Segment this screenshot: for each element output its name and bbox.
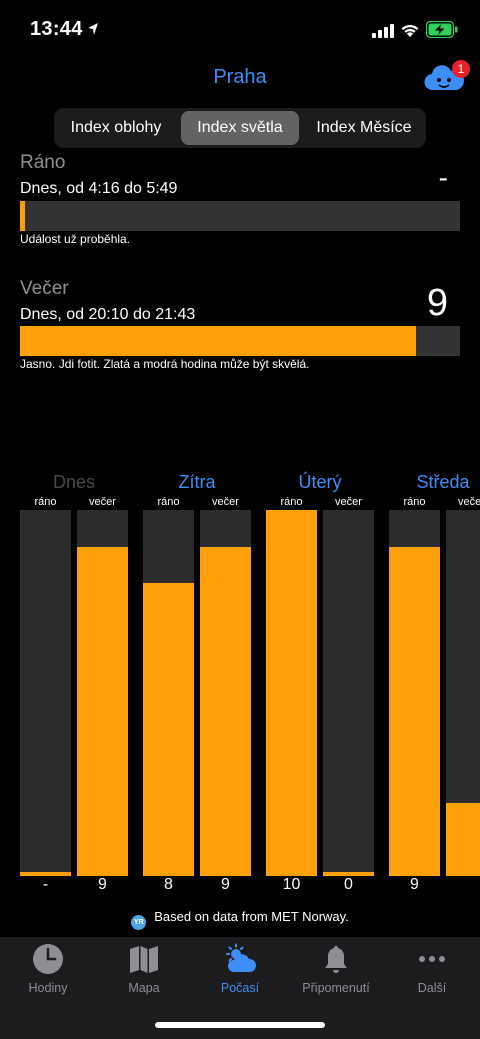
morning-time: Dnes, od 4:16 do 5:49 <box>20 180 178 197</box>
forecast-day-label: Středa <box>416 472 470 492</box>
forecast-bar[interactable] <box>143 510 194 876</box>
tab-index-mesice[interactable]: Index Měsíce <box>316 119 412 136</box>
data-source[interactable]: YR Based on data from MET Norway. <box>0 909 480 930</box>
tab-pripomenuti-label: Připomenutí <box>302 981 370 995</box>
evening-progress-fill <box>20 326 416 356</box>
city-title[interactable]: Praha <box>213 66 267 88</box>
evening-event: Večer Dnes, od 20:10 do 21:43 9 Jasno. J… <box>20 278 460 378</box>
forecast-value: 9 <box>98 876 107 893</box>
morning-value: - <box>438 162 448 193</box>
forecast-value: 0 <box>344 876 353 893</box>
forecast-value: 8 <box>164 876 173 893</box>
bell-icon <box>325 946 347 973</box>
forecast-period-label: ráno <box>34 496 57 508</box>
tab-hodiny[interactable]: Hodiny <box>0 937 96 1007</box>
forecast-value: 9 <box>221 876 230 893</box>
evening-value: 9 <box>426 282 448 324</box>
tab-index-svetla[interactable]: Index světla <box>181 111 299 145</box>
forecast-value: - <box>42 876 49 893</box>
weather-icon <box>226 943 256 972</box>
morning-title: Ráno <box>20 152 66 173</box>
location-arrow-icon <box>88 23 98 35</box>
forecast-bar-fill <box>200 547 251 876</box>
forecast-period-label: večer <box>89 496 116 508</box>
morning-event: Ráno Dnes, od 4:16 do 5:49 - Událost už … <box>20 152 460 252</box>
tab-pripomenuti[interactable]: Připomenutí <box>288 937 384 1007</box>
evening-progress-bar <box>20 326 460 356</box>
clock-icon <box>33 944 63 974</box>
map-icon <box>130 946 158 973</box>
tab-dalsi[interactable]: Další <box>384 937 480 1007</box>
evening-note: Jasno. Jdi fotit. Zlatá a modrá hodina m… <box>20 357 310 371</box>
forecast-bar[interactable] <box>200 510 251 876</box>
evening-title: Večer <box>20 278 69 299</box>
home-indicator <box>155 1022 325 1028</box>
forecast-bar[interactable] <box>323 510 374 876</box>
index-segmented-control: Index oblohy Index světla Index Měsíce <box>54 108 426 148</box>
yr-logo-icon: YR <box>131 915 147 930</box>
tab-index-oblohy[interactable]: Index oblohy <box>70 119 162 136</box>
forecast-day-label: Zítra <box>178 472 216 492</box>
tab-mapa[interactable]: Mapa <box>96 937 192 1007</box>
tab-pocasi[interactable]: Počasí <box>192 937 288 1007</box>
forecast-value: 9 <box>410 876 419 893</box>
forecast-day-label: Úterý <box>298 472 342 492</box>
tab-mapa-label: Mapa <box>128 981 160 995</box>
evening-time: Dnes, od 20:10 do 21:43 <box>20 306 196 323</box>
notification-badge: 1 <box>452 60 470 78</box>
status-bar: 13:44 <box>0 0 480 58</box>
forecast-bar[interactable] <box>20 510 71 876</box>
forecast-period-label: ráno <box>403 496 426 508</box>
wifi-icon <box>401 24 419 37</box>
forecast-bar-fill <box>389 547 440 876</box>
more-icon <box>419 956 445 962</box>
tab-pocasi-label: Počasí <box>220 981 260 995</box>
forecast-period-label: ráno <box>157 496 180 508</box>
forecast-bar-fill <box>20 872 71 876</box>
forecast-day-label: Dnes <box>52 472 96 492</box>
status-time: 13:44 <box>30 18 83 40</box>
forecast-bar[interactable] <box>77 510 128 876</box>
forecast-period-label: večer <box>458 496 480 508</box>
forecast-bar-fill <box>77 547 128 876</box>
cellular-signal-icon <box>372 24 394 38</box>
forecast-period-label: večer <box>212 496 239 508</box>
forecast-bar[interactable] <box>389 510 440 876</box>
data-source-text: Based on data from MET Norway. <box>154 909 349 924</box>
morning-progress-bar <box>20 201 460 231</box>
forecast-period-label: večer <box>335 496 362 508</box>
forecast-bar-fill <box>446 803 480 876</box>
forecast-value: 10 <box>282 876 301 893</box>
tab-hodiny-label: Hodiny <box>28 981 68 995</box>
forecast-period-label: ráno <box>280 496 303 508</box>
forecast-bar[interactable] <box>266 510 317 876</box>
forecast-bar-fill <box>323 872 374 876</box>
forecast-bar-fill <box>266 510 317 876</box>
morning-note: Událost už proběhla. <box>20 232 131 246</box>
morning-progress-fill <box>20 201 25 231</box>
forecast-bar[interactable] <box>446 510 480 876</box>
tab-dalsi-label: Další <box>417 981 447 995</box>
forecast-bar-fill <box>143 583 194 876</box>
battery-charging-icon <box>426 21 458 38</box>
